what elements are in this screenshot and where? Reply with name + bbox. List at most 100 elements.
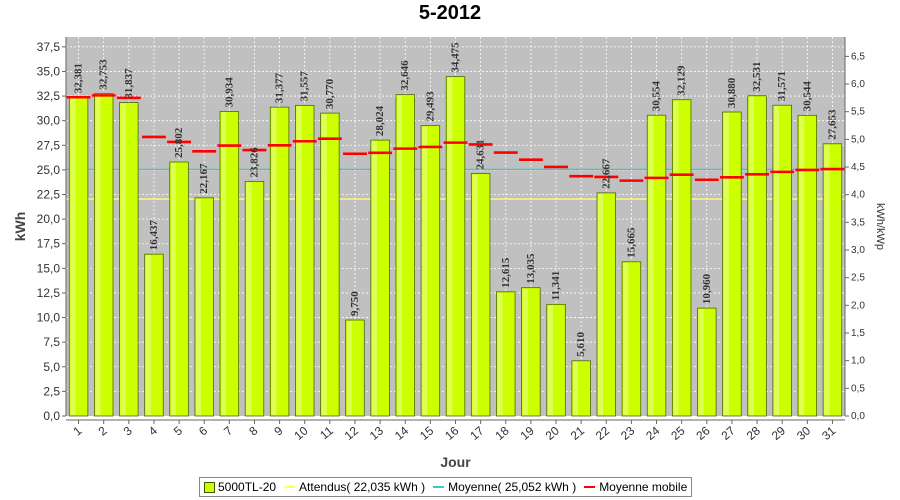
bar-value-label: 30,554 [651, 80, 663, 111]
x-tick-label: 7 [221, 423, 235, 438]
y2-tick-label: 5,5 [851, 107, 865, 118]
bar-highlight [447, 77, 453, 415]
legend-label-production: 5000TL-20 [218, 480, 277, 494]
y-tick-label: 30,0 [37, 114, 61, 128]
y-tick-label: 5,0 [43, 360, 60, 374]
y-tick-label: 15,0 [37, 261, 61, 275]
bar-value-label: 31,571 [776, 71, 788, 101]
bar-value-label: 30,770 [324, 78, 336, 109]
y-tick-label: 2,5 [43, 384, 60, 398]
bar-highlight [698, 309, 704, 415]
bar-value-label: 32,646 [399, 60, 411, 91]
y2-axis-title: kWh/kWp [874, 203, 886, 250]
bar-value-label: 24,631 [475, 139, 487, 169]
bar-highlight [799, 116, 805, 416]
y2-tick-label: 2,5 [851, 273, 865, 284]
x-tick-label: 25 [668, 423, 687, 443]
bar-value-label: 32,129 [676, 65, 688, 96]
x-tick-label: 13 [367, 423, 386, 443]
bar-highlight [70, 98, 76, 415]
bar-highlight [748, 96, 754, 415]
bar-highlight [371, 141, 378, 415]
x-tick-label: 31 [819, 423, 838, 443]
x-tick-label: 17 [467, 423, 486, 443]
y2-tick-label: 4,0 [851, 190, 865, 201]
bar-value-label: 32,753 [98, 59, 110, 90]
y2-tick-label: 5,0 [851, 134, 865, 145]
y-tick-label: 20,0 [37, 212, 61, 226]
y-tick-label: 22,5 [37, 188, 61, 202]
bar-value-label: 22,167 [198, 163, 210, 194]
x-tick-label: 1 [70, 423, 84, 438]
y2-tick-label: 6,5 [851, 51, 865, 62]
bar-value-label: 5,610 [575, 332, 587, 357]
y2-tick-label: 3,5 [851, 217, 865, 228]
legend-swatch-moving-average [584, 486, 596, 488]
y-axis-title: kWh [12, 212, 28, 242]
y2-tick-label: 0,5 [851, 383, 865, 394]
legend-item-production: 5000TL-20 [204, 480, 276, 494]
bar-value-label: 12,615 [500, 257, 512, 288]
bar-highlight [195, 198, 202, 415]
x-tick-label: 5 [171, 423, 185, 438]
bar-highlight [723, 113, 729, 416]
x-tick-label: 12 [342, 423, 361, 443]
y-tick-label: 32,5 [37, 89, 61, 103]
bar-highlight [170, 163, 176, 415]
y2-tick-label: 2,0 [851, 300, 865, 311]
x-tick-label: 11 [317, 423, 336, 442]
x-tick-label: 30 [794, 423, 813, 443]
y2-tick-label: 1,5 [851, 328, 865, 339]
bar-value-label: 30,880 [726, 77, 738, 108]
legend-swatch-average [433, 486, 445, 488]
legend-label-moving-average: Moyenne mobile [599, 480, 688, 494]
bar-value-label: 25,802 [173, 127, 185, 158]
y2-tick-label: 4,5 [851, 162, 865, 173]
legend-item-average: Moyenne( 25,052 kWh ) [433, 480, 576, 494]
bar-value-label: 23,826 [248, 147, 260, 178]
bar-highlight [472, 174, 478, 415]
bar-value-label: 29,493 [424, 91, 436, 122]
legend-label-expected: Attendus( 22,035 kWh ) [299, 480, 426, 494]
x-tick-label: 15 [417, 423, 436, 443]
bar-value-label: 11,341 [550, 271, 562, 301]
bar-highlight [547, 305, 553, 415]
bar-highlight [271, 108, 277, 415]
legend-swatch-production [204, 481, 215, 493]
legend-item-expected: Attendus( 22,035 kWh ) [284, 480, 425, 494]
bar-highlight [422, 126, 428, 415]
bar-value-label: 32,381 [73, 63, 85, 93]
x-tick-label: 29 [769, 423, 788, 443]
bar-highlight [95, 94, 101, 415]
bar-value-label: 22,667 [600, 158, 612, 189]
x-axis-title: Jour [440, 454, 471, 470]
bar-highlight [597, 193, 604, 415]
y-tick-label: 37,5 [37, 40, 61, 54]
y-tick-label: 27,5 [37, 138, 61, 152]
y-tick-label: 25,0 [37, 163, 61, 177]
x-tick-label: 21 [568, 423, 587, 443]
bar-highlight [221, 112, 227, 415]
x-tick-label: 23 [618, 423, 637, 443]
x-tick-label: 14 [392, 423, 411, 443]
x-tick-label: 19 [518, 423, 537, 443]
legend-swatch-expected [284, 486, 296, 488]
bar-highlight [824, 144, 830, 416]
x-tick-label: 27 [719, 423, 738, 443]
y2-tick-label: 3,0 [851, 245, 865, 256]
bar-highlight [296, 106, 302, 416]
bar-highlight [773, 106, 780, 416]
bar-highlight [120, 103, 126, 415]
x-tick-label: 4 [146, 423, 160, 438]
x-tick-label: 2 [95, 423, 109, 438]
y2-tick-label: 0,0 [851, 411, 865, 422]
bar-value-label: 34,475 [450, 42, 462, 73]
x-tick-label: 28 [744, 423, 763, 443]
x-tick-label: 9 [271, 423, 285, 438]
y-tick-label: 7,5 [43, 335, 60, 349]
bar-value-label: 15,665 [625, 227, 637, 258]
x-tick-label: 6 [196, 423, 210, 438]
x-tick-label: 16 [442, 423, 461, 443]
bar-highlight [522, 288, 528, 415]
